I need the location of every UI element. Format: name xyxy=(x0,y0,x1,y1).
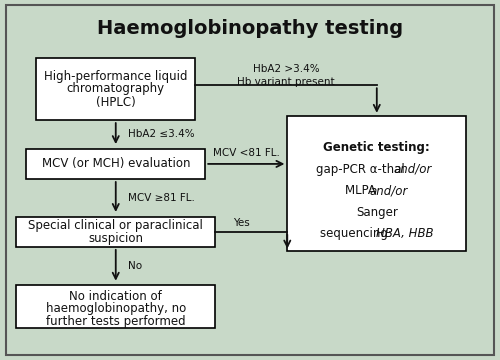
Text: MCV ≥81 FL.: MCV ≥81 FL. xyxy=(128,193,195,203)
Bar xyxy=(288,116,467,251)
Text: HBA, HBB: HBA, HBB xyxy=(376,227,434,240)
Text: chromatography: chromatography xyxy=(66,82,165,95)
Text: gap-PCR α-thal: gap-PCR α-thal xyxy=(316,163,409,176)
Text: Hb variant present: Hb variant present xyxy=(237,77,335,87)
Text: No indication of: No indication of xyxy=(70,289,162,303)
Text: further tests performed: further tests performed xyxy=(46,315,186,328)
Text: MCV (or MCH) evaluation: MCV (or MCH) evaluation xyxy=(42,157,190,170)
Text: Haemoglobinopathy testing: Haemoglobinopathy testing xyxy=(97,19,403,38)
Text: Sanger: Sanger xyxy=(356,206,398,219)
Text: and/or: and/or xyxy=(370,184,408,197)
Text: HbA2 ≤3.4%: HbA2 ≤3.4% xyxy=(128,130,195,139)
Text: sequencing:: sequencing: xyxy=(320,227,396,240)
Bar xyxy=(16,285,215,328)
Text: No: No xyxy=(128,261,142,271)
Text: HbA2 >3.4%: HbA2 >3.4% xyxy=(252,64,320,74)
Text: MCV <81 FL.: MCV <81 FL. xyxy=(213,148,280,158)
Bar xyxy=(16,217,215,247)
Text: Special clinical or paraclinical: Special clinical or paraclinical xyxy=(28,219,203,232)
Text: High-performance liquid: High-performance liquid xyxy=(44,70,188,83)
Text: Genetic testing:: Genetic testing: xyxy=(324,141,430,154)
Text: (HPLC): (HPLC) xyxy=(96,96,136,109)
Text: and/or: and/or xyxy=(393,163,432,176)
Bar xyxy=(36,58,196,120)
Text: haemoglobinopathy, no: haemoglobinopathy, no xyxy=(46,302,186,315)
Bar xyxy=(26,149,206,179)
Text: suspicion: suspicion xyxy=(88,233,144,246)
Text: Yes: Yes xyxy=(233,218,250,228)
Text: MLPA: MLPA xyxy=(346,184,380,197)
